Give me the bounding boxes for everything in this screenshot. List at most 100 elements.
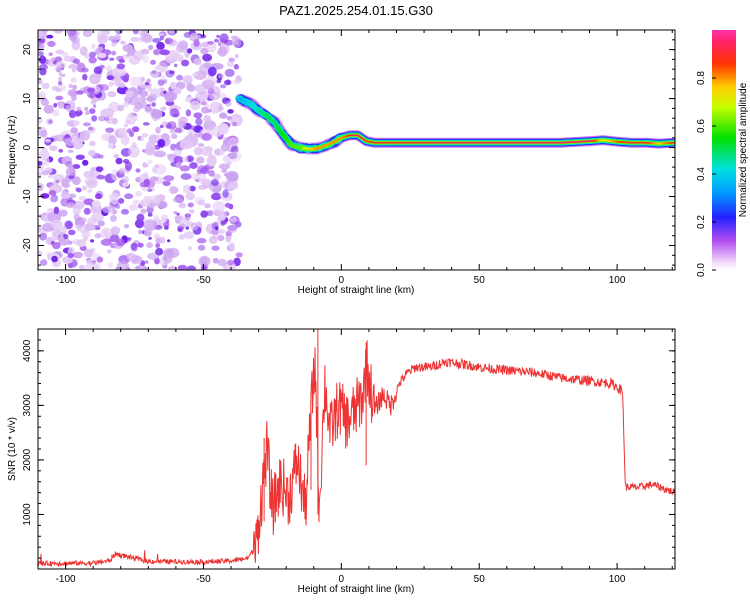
noise-blob <box>200 48 208 55</box>
noise-blob <box>69 110 76 119</box>
noise-blob <box>117 63 126 69</box>
noise-blob <box>58 81 62 85</box>
noise-blob <box>179 203 187 209</box>
noise-blob <box>191 222 199 230</box>
noise-blob <box>217 259 227 266</box>
noise-blob <box>184 79 190 83</box>
noise-blob <box>201 107 209 114</box>
noise-blob <box>202 54 212 62</box>
noise-blob <box>218 74 224 79</box>
noise-blob <box>165 38 170 44</box>
noise-blob <box>155 243 160 248</box>
noise-blob <box>54 28 63 34</box>
noise-blob <box>140 209 146 214</box>
spectrogram-y-label: Frequency (Hz) <box>7 116 18 185</box>
noise-blob <box>96 227 100 230</box>
noise-blob <box>186 192 195 200</box>
noise-blob <box>40 193 49 199</box>
noise-blob <box>49 145 58 151</box>
noise-blob <box>67 253 74 258</box>
noise-blob <box>229 243 235 251</box>
x-tick-label: -50 <box>196 574 211 585</box>
noise-blob <box>190 33 198 39</box>
noise-blob <box>73 59 80 64</box>
y-tick-label: -20 <box>22 238 33 253</box>
noise-blob <box>223 137 227 141</box>
noise-blob <box>148 195 160 202</box>
noise-blob <box>171 134 178 139</box>
noise-blob <box>96 175 105 180</box>
noise-blob <box>234 64 239 70</box>
noise-blob <box>110 211 114 215</box>
noise-blob <box>232 122 237 126</box>
noise-blob <box>159 237 165 244</box>
noise-blob <box>130 37 139 42</box>
noise-blob <box>82 74 87 81</box>
noise-blob <box>181 60 189 67</box>
noise-blob <box>59 210 68 217</box>
noise-blob <box>87 189 92 193</box>
noise-blob <box>200 179 211 186</box>
noise-blob <box>141 97 146 102</box>
noise-blob <box>148 237 152 240</box>
noise-blob <box>98 220 105 226</box>
noise-blob <box>38 51 44 56</box>
noise-blob <box>209 236 218 244</box>
noise-blob <box>226 236 231 243</box>
noise-blob <box>68 89 77 96</box>
noise-blob <box>51 256 58 263</box>
y-tick-label: 0 <box>22 144 33 150</box>
noise-blob <box>153 49 160 55</box>
noise-blob <box>220 84 226 88</box>
noise-blob <box>223 155 231 162</box>
noise-blob <box>90 100 96 105</box>
snr-background <box>38 329 675 569</box>
noise-blob <box>219 164 230 170</box>
noise-blob <box>218 235 225 241</box>
noise-blob <box>111 226 121 235</box>
noise-blob <box>89 108 95 114</box>
noise-blob <box>173 197 183 203</box>
noise-blob <box>123 76 129 83</box>
noise-blob <box>124 193 133 199</box>
noise-blob <box>161 51 167 55</box>
noise-blob <box>195 118 202 126</box>
noise-blob <box>167 239 170 242</box>
noise-blob <box>108 143 115 148</box>
noise-blob <box>108 36 115 41</box>
noise-blob <box>219 33 228 43</box>
noise-blob <box>200 101 206 105</box>
noise-blob <box>128 145 140 158</box>
noise-blob <box>156 42 165 50</box>
noise-blob <box>48 59 54 64</box>
noise-blob <box>107 75 114 80</box>
noise-blob <box>101 228 112 240</box>
noise-blob <box>169 71 175 75</box>
noise-blob <box>192 73 197 76</box>
noise-blob <box>59 62 66 68</box>
noise-blob <box>176 43 188 52</box>
noise-blob <box>126 54 130 57</box>
noise-blob <box>90 239 94 242</box>
noise-blob <box>211 193 222 201</box>
noise-blob <box>82 186 87 191</box>
noise-blob <box>61 180 69 188</box>
noise-blob <box>42 83 50 90</box>
x-tick-label: -100 <box>56 574 76 585</box>
noise-blob <box>111 51 116 56</box>
noise-blob <box>176 75 183 81</box>
noise-blob <box>79 265 85 270</box>
y-tick-label: 20 <box>22 44 33 56</box>
noise-blob <box>83 122 91 126</box>
y-tick-label: 10 <box>22 93 33 105</box>
noise-blob <box>217 51 222 55</box>
noise-blob <box>106 65 112 72</box>
noise-blob <box>195 197 206 205</box>
noise-blob <box>204 203 211 208</box>
noise-blob <box>189 209 195 213</box>
noise-blob <box>229 181 239 190</box>
noise-blob <box>170 82 176 90</box>
noise-blob <box>187 158 191 162</box>
noise-blob <box>174 64 177 68</box>
